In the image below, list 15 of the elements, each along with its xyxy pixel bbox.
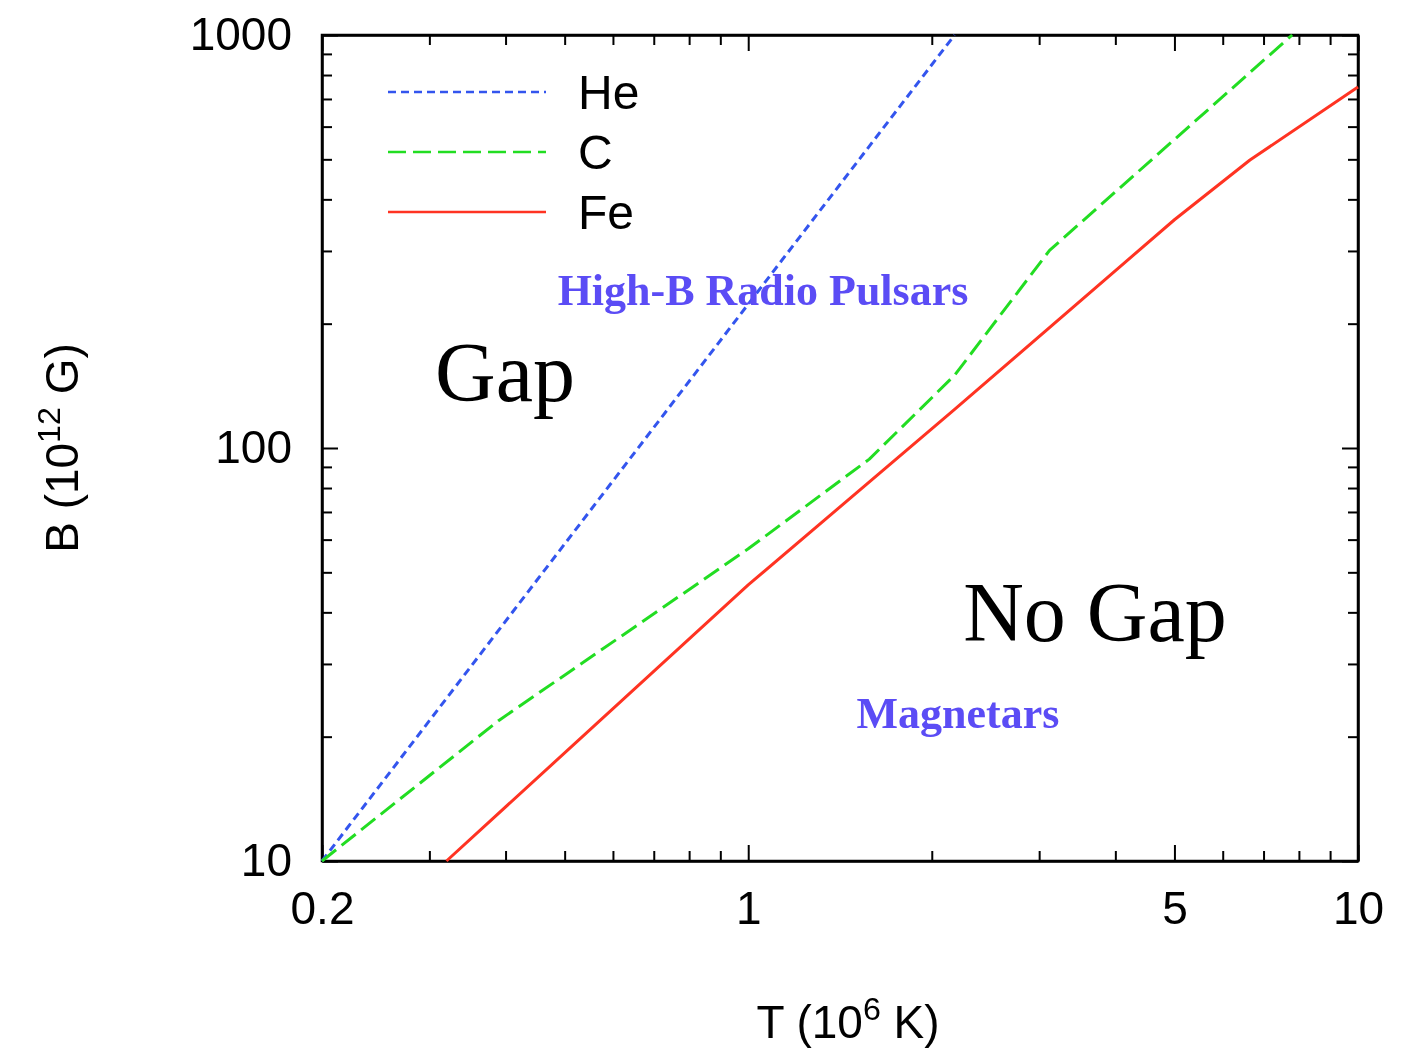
y-tick-label: 10 [240, 834, 292, 887]
x-tick-label: 0.2 [290, 881, 355, 934]
x-axis-title: T (10$^{6}$ K) [756, 991, 940, 1048]
x-tick-label: 1 [735, 881, 762, 934]
y-tick-label: 100 [215, 421, 292, 474]
x-tick-label: 5 [1162, 881, 1188, 934]
x-tick-label: 10 [1332, 881, 1385, 934]
y-tick-label: 1000 [189, 8, 292, 61]
legend-label: Fe [578, 186, 635, 239]
region-label: Magnetars [856, 688, 1060, 738]
legend-label: He [578, 66, 640, 119]
legend-label: C [578, 126, 613, 179]
region-label: No Gap [963, 565, 1227, 659]
region-label: High-B Radio Pulsars [557, 265, 969, 315]
region-label: Gap [435, 325, 575, 419]
